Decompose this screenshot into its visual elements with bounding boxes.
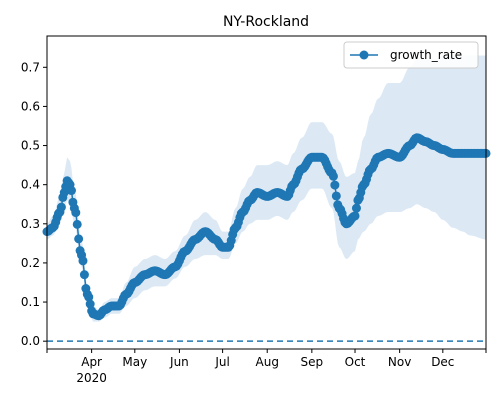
data-point <box>84 292 94 302</box>
series-layer <box>42 133 491 321</box>
data-point <box>74 234 84 244</box>
x-tick-label: Dec <box>431 355 454 369</box>
y-tick-label: 0.4 <box>21 178 40 192</box>
data-point <box>330 180 340 190</box>
x-tick-label: Jun <box>169 355 189 369</box>
chart-title: NY-Rockland <box>223 14 309 30</box>
x-tick-label: Aug <box>256 355 279 369</box>
legend: growth_rate <box>343 41 479 69</box>
legend-frame <box>343 41 479 69</box>
y-tick-label: 0.2 <box>21 256 40 270</box>
data-point <box>351 203 361 213</box>
data-point <box>328 171 338 181</box>
x-tick-label: Nov <box>388 355 411 369</box>
x-year-label: 2020 <box>76 371 107 385</box>
confidence-band <box>47 55 486 322</box>
x-tick-label: Jul <box>214 355 229 369</box>
y-tick-label: 0.0 <box>21 334 40 348</box>
axes-layer: 0.0 0.1 0.2 0.3 0.4 0.5 0.6 0.7 Apr May Jun Jul Aug S… <box>21 35 487 385</box>
data-point <box>78 256 88 266</box>
data-point <box>71 208 81 218</box>
x-tick-label: Sep <box>301 355 324 369</box>
y-tick-label: 0.1 <box>21 295 40 309</box>
data-point <box>350 211 360 221</box>
x-tick-label: May <box>122 355 147 369</box>
data-point <box>56 202 66 212</box>
y-tick-label: 0.6 <box>21 99 40 113</box>
data-point <box>85 299 95 309</box>
plot-frame <box>46 35 487 350</box>
y-tick-label: 0.7 <box>21 60 40 74</box>
legend-point-marker <box>359 50 369 60</box>
data-point <box>66 186 76 196</box>
data-point <box>72 219 82 229</box>
data-point <box>331 191 341 201</box>
y-tick-label: 0.3 <box>21 217 40 231</box>
legend-label: growth_rate <box>390 48 462 62</box>
data-point <box>79 270 89 280</box>
y-tick-label: 0.5 <box>21 139 40 153</box>
confidence-band-layer <box>47 55 486 322</box>
x-tick-label: Oct <box>345 355 366 369</box>
x-tick-label: Apr <box>81 355 102 369</box>
